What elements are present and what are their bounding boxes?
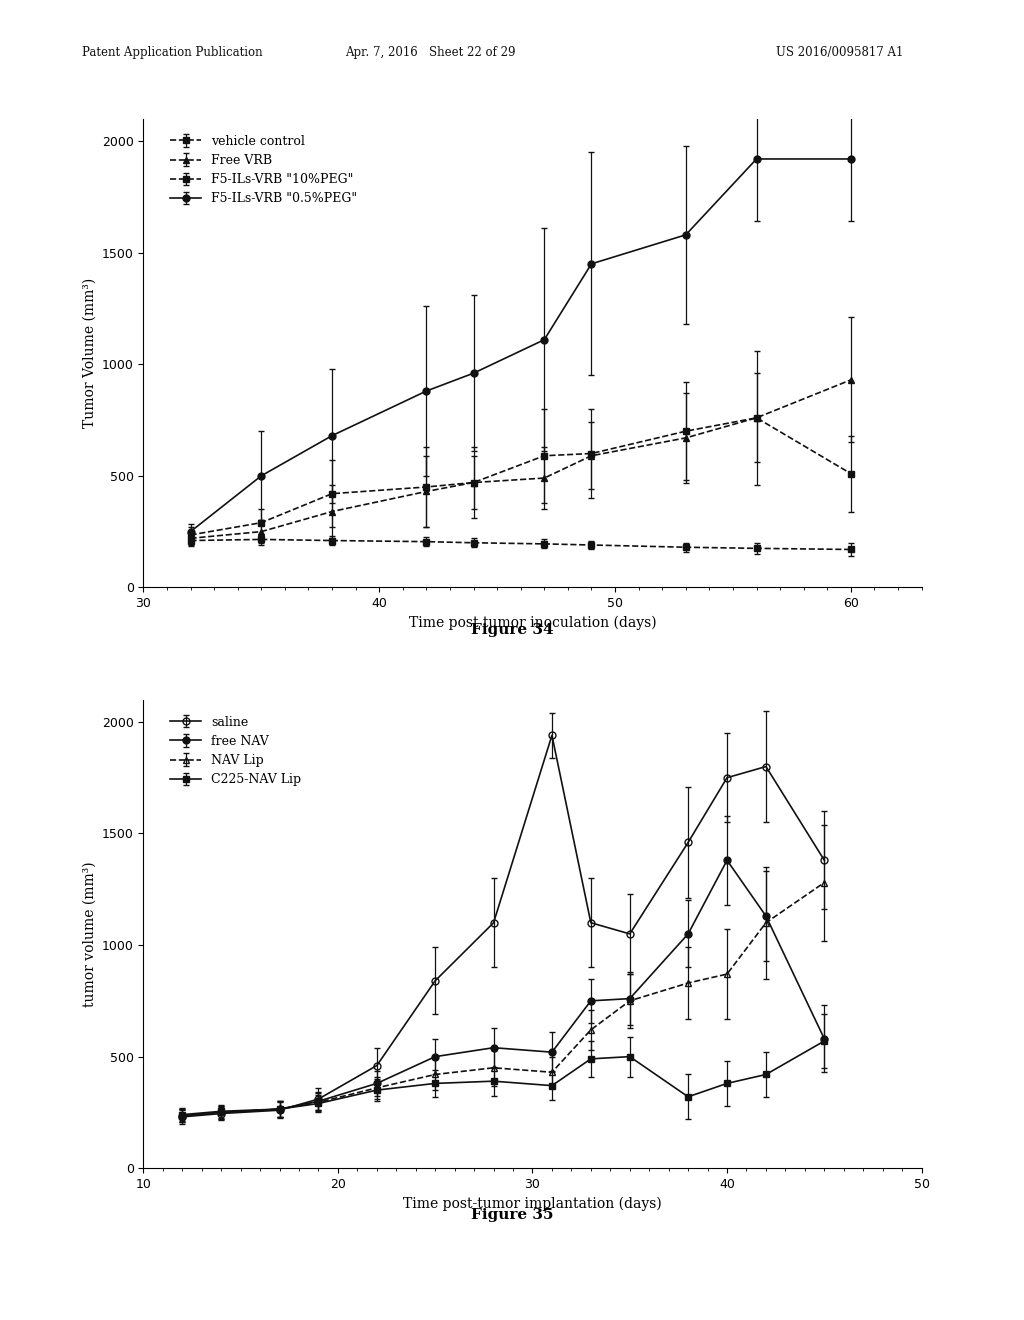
Legend: saline, free NAV, NAV Lip, C225-NAV Lip: saline, free NAV, NAV Lip, C225-NAV Lip [165,710,306,791]
X-axis label: Time post-tumor implantation (days): Time post-tumor implantation (days) [403,1196,662,1210]
Y-axis label: Tumor Volume (mm³): Tumor Volume (mm³) [82,279,96,428]
Text: Figure 35: Figure 35 [471,1208,553,1222]
X-axis label: Time post tumor inoculation (days): Time post tumor inoculation (days) [409,615,656,630]
Text: US 2016/0095817 A1: US 2016/0095817 A1 [776,46,903,59]
Text: Patent Application Publication: Patent Application Publication [82,46,262,59]
Text: Figure 34: Figure 34 [471,623,553,638]
Text: Apr. 7, 2016   Sheet 22 of 29: Apr. 7, 2016 Sheet 22 of 29 [345,46,515,59]
Legend: vehicle control, Free VRB, F5-ILs-VRB "10%PEG", F5-ILs-VRB "0.5%PEG": vehicle control, Free VRB, F5-ILs-VRB "1… [165,129,362,210]
Y-axis label: tumor volume (mm³): tumor volume (mm³) [82,861,96,1007]
